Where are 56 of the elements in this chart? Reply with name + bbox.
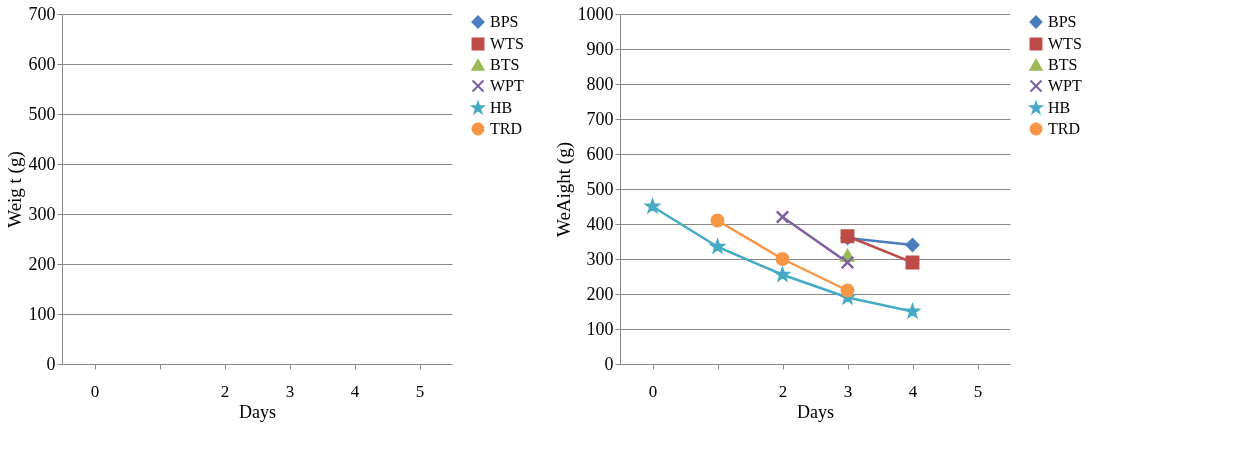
legend-label: BTS — [490, 56, 520, 73]
y-axis-title: Weig t (g) — [3, 151, 26, 228]
legend-label: HB — [490, 99, 513, 116]
y-tick-label: 300 — [28, 203, 56, 224]
x-axis-title: Days — [797, 401, 834, 422]
y-tick-label: 100 — [586, 318, 614, 339]
y-tick-label: 700 — [586, 108, 614, 129]
y-tick-label: 700 — [28, 3, 56, 24]
y-tick-label: 0 — [46, 353, 56, 374]
x-tick-label: 0 — [648, 381, 658, 401]
x-tick-label: 5 — [973, 381, 983, 401]
y-tick-label: 300 — [586, 248, 614, 269]
legend-label: WPT — [1048, 77, 1082, 94]
legend-label: HB — [1048, 99, 1071, 116]
point — [708, 237, 727, 255]
point — [643, 197, 662, 214]
y-tick-label: 200 — [28, 253, 56, 274]
y-tick-label: 1000 — [577, 3, 614, 24]
legend-label: TRD — [1048, 120, 1080, 137]
y-tick-label: 500 — [28, 103, 56, 124]
point — [905, 238, 920, 252]
legend-label: WPT — [490, 77, 524, 94]
x-tick-label: 4 — [908, 381, 918, 401]
x-axis-title: Days — [239, 401, 276, 422]
legend-label: WTS — [1048, 35, 1082, 52]
point — [840, 255, 855, 270]
legend-label: TRD — [490, 120, 522, 137]
x-tick-label: 2 — [778, 381, 788, 401]
x-tick-label: 3 — [843, 381, 853, 401]
point — [774, 266, 792, 283]
x-tick-label: 2 — [220, 381, 230, 401]
y-tick-label: 400 — [586, 213, 614, 234]
y-tick-label: 0 — [604, 353, 614, 374]
y-tick-label: 900 — [586, 38, 614, 59]
y-tick-label: 600 — [28, 53, 56, 74]
y-tick-label: 800 — [586, 73, 614, 94]
y-tick-label: 500 — [586, 178, 614, 199]
y-tick-label: 600 — [586, 143, 614, 164]
x-tick-label: 0 — [90, 381, 100, 401]
x-tick-label: 4 — [350, 381, 360, 401]
x-tick-label: 5 — [415, 381, 425, 401]
legend-label: BPS — [490, 13, 519, 30]
legend-label: WTS — [490, 35, 524, 52]
x-tick-label: 3 — [285, 381, 295, 401]
point — [905, 255, 920, 270]
y-tick-label: 200 — [586, 283, 614, 304]
point — [775, 252, 790, 266]
legend-label: BTS — [1048, 56, 1078, 73]
point — [840, 283, 855, 298]
legend-label: BPS — [1048, 13, 1077, 30]
point — [710, 213, 725, 228]
point — [903, 302, 922, 319]
y-tick-label: 100 — [28, 303, 56, 324]
y-axis-title: WeAight (g) — [552, 141, 575, 238]
y-tick-label: 400 — [28, 153, 56, 174]
point — [775, 210, 790, 224]
